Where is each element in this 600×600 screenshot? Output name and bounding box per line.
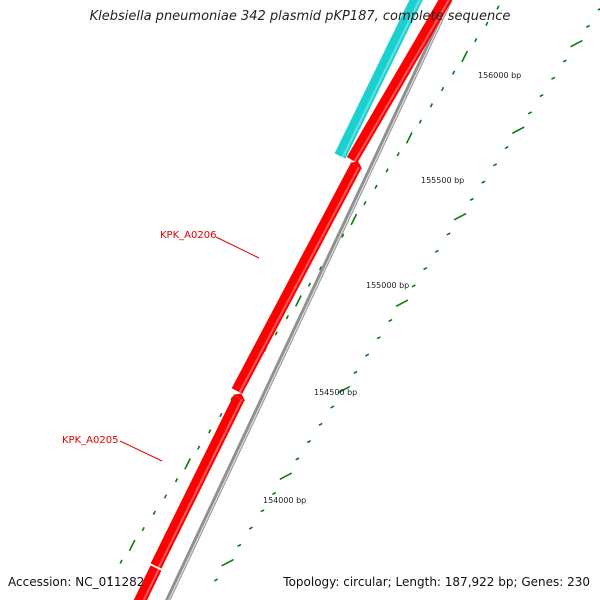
ruler-label: 155500 bp xyxy=(421,176,464,185)
tick-mark xyxy=(374,184,378,189)
ruler-label: 154000 bp xyxy=(263,496,306,505)
tick-mark xyxy=(285,315,289,320)
tick-mark xyxy=(184,458,192,470)
ruler-tick xyxy=(570,39,583,48)
gene-labels: KPK_A0205 KPK_A0206 xyxy=(62,230,260,462)
accession-text: Accession: NC_011282 xyxy=(8,575,145,589)
tick-mark xyxy=(307,282,312,287)
tick-mark xyxy=(295,295,302,307)
tick-mark xyxy=(474,37,478,43)
ruler-tick xyxy=(330,405,335,409)
ruler-tick xyxy=(492,163,498,167)
ruler-tick xyxy=(279,472,293,481)
ruler-tick xyxy=(221,558,234,567)
tick-mark xyxy=(108,575,112,581)
tick-mark xyxy=(429,103,434,108)
ruler-tick xyxy=(469,197,474,202)
ruler-tick xyxy=(585,24,591,29)
gene-arrowhead xyxy=(232,393,246,402)
ruler-tick xyxy=(481,180,486,184)
gene-arrow-shine xyxy=(142,568,160,600)
ruler-tick xyxy=(318,422,323,426)
gene-arrow xyxy=(150,395,245,569)
inner-ruler: 154000 bp 154500 bp 155000 bp 155500 bp 1560… xyxy=(213,8,600,582)
ruler-tick xyxy=(237,543,242,548)
tick-mark xyxy=(440,86,445,92)
gene-arrow-shine xyxy=(238,166,360,393)
ruler-tick xyxy=(337,385,351,394)
ruler-tick xyxy=(504,145,509,150)
backbone-line xyxy=(165,0,453,600)
gene-arrow-shine xyxy=(353,0,450,163)
tick-mark xyxy=(341,233,345,238)
tick-mark xyxy=(119,559,123,564)
gene-arrow xyxy=(346,0,453,164)
gene-arrow xyxy=(231,163,362,394)
tick-mark xyxy=(208,429,212,434)
gene-label: KPK_A0205 xyxy=(62,435,118,446)
tick-mark xyxy=(451,70,456,75)
ruler-tick xyxy=(551,76,556,80)
ruler-tick xyxy=(365,353,370,357)
gene-label-leader xyxy=(215,236,260,259)
tick-mark xyxy=(197,445,201,450)
tick-mark xyxy=(485,21,489,26)
gene-arrow xyxy=(133,565,162,600)
map-title: Klebsiella pneumoniae 342 plasmid pKP187… xyxy=(89,9,511,24)
ruler-tick xyxy=(434,249,439,253)
tick-mark xyxy=(350,213,358,226)
gene-label-leader xyxy=(119,440,163,462)
ruler-tick xyxy=(272,491,277,496)
tick-mark xyxy=(163,494,168,499)
gene-arrowhead xyxy=(349,161,363,170)
ruler-label: 155000 bp xyxy=(366,281,409,290)
ruler-label: 154500 bp xyxy=(314,388,357,397)
ruler-tick xyxy=(562,59,567,63)
gene-track xyxy=(133,0,453,600)
tick-mark xyxy=(396,152,400,157)
tick-mark xyxy=(274,331,278,336)
ruler-tick xyxy=(511,126,525,135)
ruler-tick xyxy=(248,526,253,530)
gene-arrow xyxy=(334,0,423,159)
tick-mark xyxy=(128,539,136,552)
gene-arrow-shine xyxy=(157,398,243,568)
backbone-highlight xyxy=(168,0,452,600)
ruler-tick xyxy=(411,284,416,288)
tick-mark xyxy=(141,526,145,532)
ruler-tick xyxy=(295,457,300,461)
gene-arrow-shine xyxy=(341,0,421,158)
ruler-tick xyxy=(260,509,265,513)
ruler-tick xyxy=(376,336,381,340)
topology-summary: Topology: circular; Length: 187,922 bp; … xyxy=(283,575,590,589)
tick-mark xyxy=(385,168,389,173)
tick-mark xyxy=(461,50,469,63)
ruler-tick xyxy=(306,439,312,444)
ruler-tick xyxy=(353,370,358,375)
ruler-tick xyxy=(539,93,544,98)
ruler-tick xyxy=(213,578,219,582)
tick-mark xyxy=(418,119,422,124)
ruler-tick xyxy=(388,318,393,323)
ruler-tick xyxy=(446,232,451,236)
tick-mark xyxy=(230,396,234,401)
gene-label: KPK_A0206 xyxy=(160,230,216,241)
ruler-label: 156000 bp xyxy=(478,71,521,80)
sequence-backbone xyxy=(165,0,453,600)
tick-mark xyxy=(174,478,179,483)
tick-mark xyxy=(405,132,413,144)
tick-mark xyxy=(152,510,156,515)
tick-mark xyxy=(363,200,367,206)
ruler-tick xyxy=(423,266,428,271)
tick-mark xyxy=(496,5,500,10)
ruler-tick xyxy=(527,111,532,115)
tick-mark xyxy=(318,266,323,271)
tick-mark xyxy=(219,412,223,418)
ruler-tick xyxy=(395,299,409,308)
outer-tick-marks xyxy=(108,5,500,581)
ruler-tick xyxy=(453,212,467,221)
